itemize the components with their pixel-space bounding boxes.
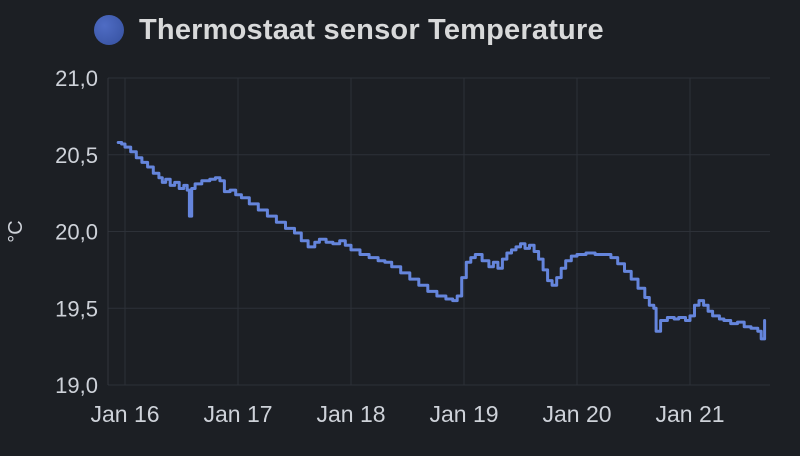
y-axis-label: °C bbox=[5, 220, 27, 242]
panel-title: Thermostaat sensor Temperature bbox=[139, 13, 604, 46]
x-tick-label: Jan 17 bbox=[203, 401, 272, 427]
series-legend-icon bbox=[94, 15, 124, 45]
y-tick-label: 19,0 bbox=[55, 373, 98, 398]
x-tick-label: Jan 16 bbox=[90, 401, 159, 427]
y-tick-label: 20,0 bbox=[55, 220, 98, 245]
x-tick-label: Jan 19 bbox=[429, 401, 498, 427]
x-tick-label: Jan 18 bbox=[316, 401, 385, 427]
y-tick-label: 21,0 bbox=[55, 66, 98, 91]
x-tick-label: Jan 20 bbox=[542, 401, 611, 427]
temperature-chart[interactable]: 21,0 20,5 20,0 19,5 19,0 Jan 16 Jan 17 Jan 18 Ja… bbox=[0, 60, 800, 456]
panel-header: Thermostaat sensor Temperature bbox=[0, 0, 800, 60]
x-tick-label: Jan 21 bbox=[655, 401, 724, 427]
y-tick-label: 19,5 bbox=[55, 296, 98, 321]
y-tick-label: 20,5 bbox=[55, 143, 98, 168]
temperature-series-line bbox=[116, 141, 767, 341]
